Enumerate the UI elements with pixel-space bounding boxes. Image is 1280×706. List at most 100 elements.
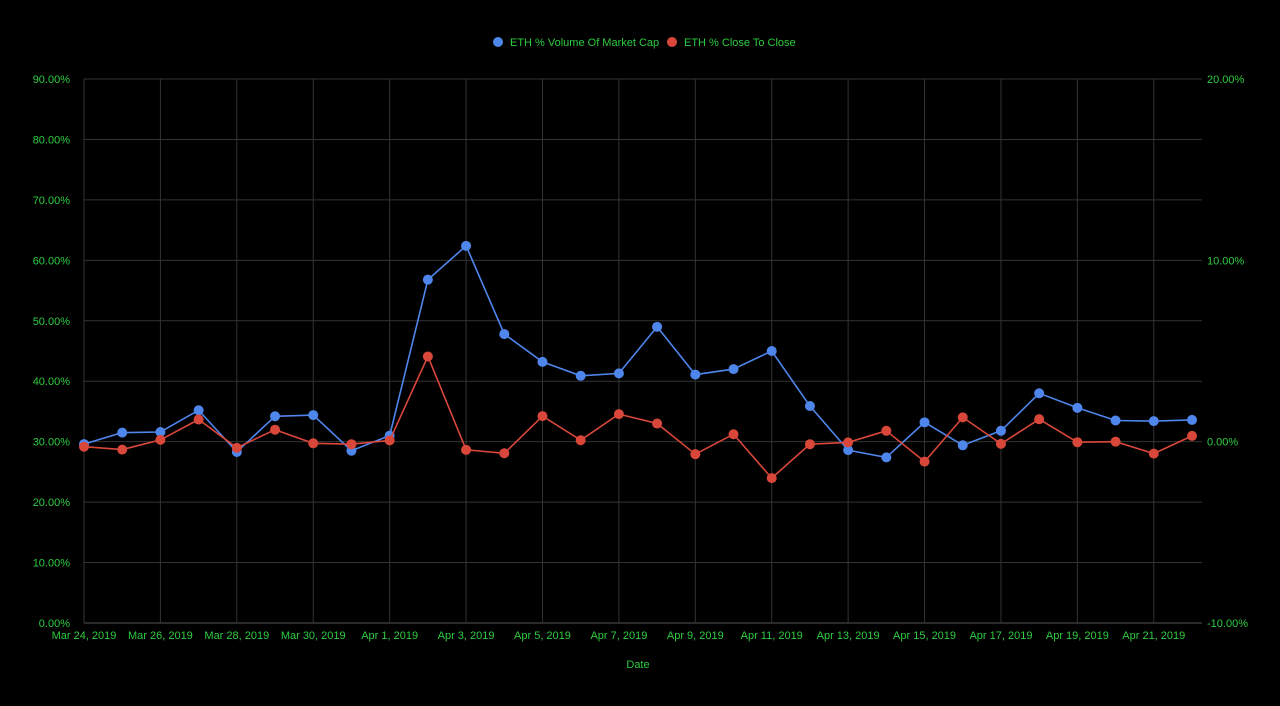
left-tick-label: 30.00% [33, 437, 71, 449]
series-1-point[interactable] [1148, 448, 1159, 459]
series-0-point[interactable] [613, 368, 624, 379]
x-tick-label: Apr 17, 2019 [969, 630, 1032, 642]
series-1-point[interactable] [308, 438, 319, 449]
x-tick-label: Mar 24, 2019 [52, 630, 117, 642]
series-0-point[interactable] [155, 426, 166, 437]
series-1-point[interactable] [919, 456, 930, 467]
series-0-point[interactable] [919, 417, 930, 428]
x-tick-label: Apr 3, 2019 [438, 630, 495, 642]
x-tick-label: Apr 1, 2019 [361, 630, 418, 642]
series-1-point[interactable] [461, 444, 472, 455]
series-0-point[interactable] [1034, 388, 1045, 399]
right-axis-ticks: -10.00% 0.00% 10.00% 20.00% [1207, 74, 1248, 630]
legend-label-close: ETH % Close To Close [684, 37, 796, 49]
series-1-point[interactable] [881, 425, 892, 436]
series-line-0 [83, 244, 1193, 459]
series-1-point[interactable] [155, 434, 166, 445]
left-tick-label: 50.00% [33, 316, 71, 328]
x-tick-label: Apr 21, 2019 [1122, 630, 1185, 642]
series-1-point[interactable] [1072, 437, 1083, 448]
series-0-point[interactable] [652, 321, 663, 332]
series-0-point[interactable] [117, 427, 128, 438]
series-1-point[interactable] [1187, 430, 1197, 441]
series-1-point[interactable] [766, 473, 777, 484]
series-1-point[interactable] [193, 414, 204, 425]
left-axis-ticks: 0.00% 10.00% 20.00% 30.00% 40.00% 50.00% 60.00… [33, 74, 71, 630]
series-0-point[interactable] [1072, 402, 1083, 413]
left-tick-label: 0.00% [39, 618, 70, 630]
x-tick-label: Apr 5, 2019 [514, 630, 571, 642]
series-1-point[interactable] [384, 435, 395, 446]
series-0-point[interactable] [308, 410, 319, 421]
series-1-point[interactable] [575, 435, 586, 446]
series-0-point[interactable] [422, 274, 433, 285]
x-tick-label: Mar 30, 2019 [281, 630, 346, 642]
series-1-point[interactable] [652, 418, 663, 429]
series-0-point[interactable] [843, 445, 854, 456]
x-tick-label: Apr 19, 2019 [1046, 630, 1109, 642]
series-line-1 [83, 354, 1193, 480]
x-tick-label: Apr 13, 2019 [817, 630, 880, 642]
legend-marker-volume [493, 37, 503, 47]
right-tick-label: 20.00% [1207, 74, 1245, 86]
left-tick-label: 10.00% [33, 558, 71, 570]
series-1-point[interactable] [728, 429, 739, 440]
series-0-point[interactable] [270, 411, 281, 422]
series-0-point[interactable] [537, 356, 548, 367]
series-layer [79, 240, 1197, 484]
series-0-point[interactable] [193, 405, 204, 416]
series-0-point[interactable] [728, 364, 739, 375]
left-tick-label: 20.00% [33, 497, 71, 509]
left-tick-label: 40.00% [33, 376, 71, 388]
series-1-point[interactable] [537, 411, 548, 422]
series-1-point[interactable] [995, 438, 1006, 449]
series-1-point[interactable] [79, 441, 89, 452]
x-tick-label: Apr 9, 2019 [667, 630, 724, 642]
x-tick-label: Mar 28, 2019 [204, 630, 269, 642]
series-1-point[interactable] [957, 412, 968, 423]
legend: ETH % Volume Of Market Cap ETH % Close T… [493, 37, 796, 49]
legend-marker-close [667, 37, 677, 47]
series-1-point[interactable] [499, 448, 510, 459]
series-0-point[interactable] [881, 452, 892, 463]
series-1-point[interactable] [613, 409, 624, 420]
series-0-point[interactable] [766, 346, 777, 356]
right-tick-label: 10.00% [1207, 255, 1245, 267]
series-1-point[interactable] [231, 442, 242, 453]
series-0-point[interactable] [575, 370, 586, 381]
series-0-point[interactable] [957, 440, 968, 451]
grid [83, 78, 1202, 624]
series-1-point[interactable] [270, 424, 281, 435]
series-0-point[interactable] [1187, 414, 1197, 425]
series-1-point[interactable] [117, 444, 128, 455]
x-axis-ticks: Mar 24, 2019 Mar 26, 2019 Mar 28, 2019 Mar … [52, 630, 1186, 642]
right-tick-label: 0.00% [1207, 437, 1238, 449]
x-tick-label: Apr 11, 2019 [741, 630, 803, 642]
series-0-point[interactable] [499, 329, 510, 340]
series-1-point[interactable] [843, 437, 854, 448]
series-0-point[interactable] [995, 425, 1006, 436]
legend-label-volume: ETH % Volume Of Market Cap [510, 37, 659, 49]
series-1-point[interactable] [690, 449, 701, 460]
series-0-point[interactable] [461, 240, 472, 251]
x-axis-title: Date [626, 659, 649, 671]
series-1-point[interactable] [804, 439, 815, 450]
series-1-point[interactable] [422, 351, 433, 362]
series-1-point[interactable] [346, 439, 357, 450]
right-tick-label: -10.00% [1207, 618, 1248, 630]
series-1-point[interactable] [1034, 414, 1045, 425]
x-tick-label: Mar 26, 2019 [128, 630, 193, 642]
series-0-point[interactable] [690, 369, 701, 380]
left-tick-label: 80.00% [33, 134, 71, 146]
left-tick-label: 60.00% [33, 255, 71, 267]
x-tick-label: Apr 7, 2019 [590, 630, 647, 642]
x-tick-label: Apr 15, 2019 [893, 630, 956, 642]
left-tick-label: 70.00% [33, 195, 71, 207]
series-0-point[interactable] [1148, 416, 1159, 427]
left-tick-label: 90.00% [33, 74, 71, 86]
series-0-point[interactable] [1110, 415, 1121, 426]
series-0-point[interactable] [804, 401, 815, 412]
series-1-point[interactable] [1110, 436, 1121, 447]
